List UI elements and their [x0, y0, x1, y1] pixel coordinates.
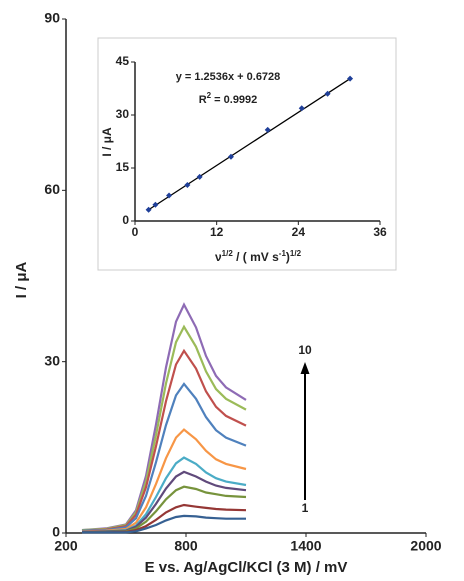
point [324, 90, 331, 97]
x-label-part: / ( mV s [233, 250, 279, 264]
arrow-head [300, 362, 310, 374]
point [166, 192, 173, 199]
point [184, 181, 191, 188]
y-tick-label: 30 [44, 352, 60, 368]
r-squared-part: R [199, 94, 207, 106]
x-tick-label: 36 [373, 225, 387, 239]
point [152, 201, 159, 208]
curve [81, 302, 247, 532]
point [196, 173, 203, 180]
point [227, 153, 234, 160]
curve [81, 428, 247, 533]
inset-y-axis-label: I / μA [100, 127, 114, 157]
y-tick-label: 30 [116, 107, 130, 121]
inset-x-axis-label: ν1/2 / ( mV s-1)1/2 [215, 249, 302, 265]
x-label-part: 1/2 [222, 249, 234, 258]
r-squared-part: 2 [207, 91, 212, 100]
y-tick-label: 0 [122, 213, 129, 227]
x-tick-label: 200 [54, 538, 78, 554]
annotation: 10 [298, 343, 312, 357]
fit-equation: y = 1.2536x + 0.6728 [176, 71, 281, 83]
y-tick-label: 45 [116, 54, 130, 68]
x-tick-label: 800 [174, 538, 198, 554]
y-tick-label: 0 [52, 524, 60, 540]
y-tick-label: 90 [44, 10, 60, 26]
curve [81, 348, 247, 532]
x-tick-label: 0 [132, 225, 139, 239]
point [145, 206, 152, 213]
inset-frame [97, 37, 397, 271]
x-tick-label: 24 [292, 225, 306, 239]
point [264, 126, 271, 133]
x-label-part: ν [215, 250, 222, 264]
x-tick-label: 2000 [410, 538, 441, 554]
x-label-part: -1 [279, 249, 287, 258]
point [347, 75, 354, 82]
y-tick-label: 15 [116, 160, 130, 174]
x-label-part: 1/2 [290, 249, 302, 258]
point [298, 105, 305, 112]
r-squared-part: = 0.9992 [211, 94, 257, 106]
curve [82, 514, 246, 534]
annotation: 1 [302, 501, 309, 515]
y-axis-label: I / μA [13, 261, 30, 298]
curve [81, 382, 247, 532]
r-squared: R2 = 0.9992 [199, 91, 258, 106]
x-tick-label: 1400 [290, 538, 321, 554]
fit-line [148, 78, 351, 211]
y-tick-label: 60 [44, 181, 60, 197]
x-label-part: ) [286, 250, 290, 264]
x-tick-label: 12 [210, 225, 224, 239]
x-axis-label: E vs. Ag/AgCl/KCl (3 M) / mV [145, 559, 348, 576]
